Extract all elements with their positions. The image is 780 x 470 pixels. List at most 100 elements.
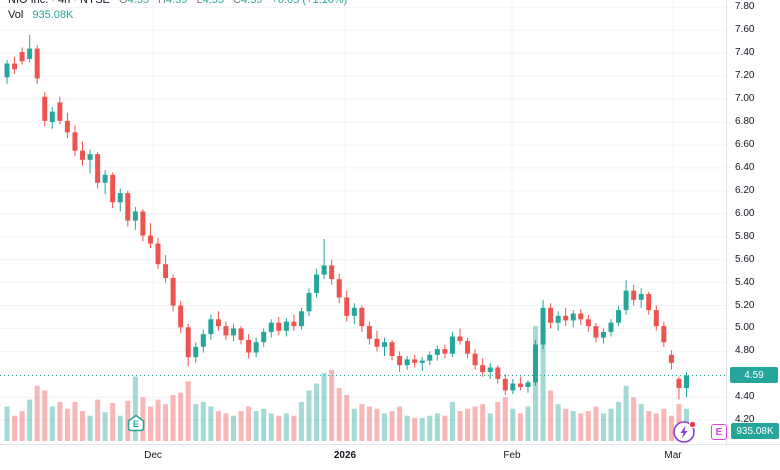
volume-bar[interactable] bbox=[34, 385, 40, 441]
candle-body[interactable] bbox=[374, 338, 380, 347]
candle-body[interactable] bbox=[646, 294, 652, 311]
candle-body[interactable] bbox=[389, 342, 395, 356]
volume-bar[interactable] bbox=[653, 413, 659, 441]
symbol-title[interactable]: NIO Inc. bbox=[8, 0, 49, 6]
volume-bar[interactable] bbox=[298, 401, 304, 441]
candle-body[interactable] bbox=[42, 96, 48, 121]
volume-bar[interactable] bbox=[336, 388, 342, 441]
candle-body[interactable] bbox=[4, 63, 10, 78]
volume-bar[interactable] bbox=[87, 415, 93, 441]
candle-body[interactable] bbox=[585, 319, 591, 327]
volume-bar[interactable] bbox=[4, 406, 10, 442]
volume-bar[interactable] bbox=[570, 411, 576, 441]
candle-body[interactable] bbox=[132, 211, 138, 221]
candle-body[interactable] bbox=[276, 322, 282, 331]
volume-bar[interactable] bbox=[223, 413, 229, 441]
volume-bar[interactable] bbox=[487, 413, 493, 441]
volume-bar[interactable] bbox=[102, 412, 108, 441]
volume-bar[interactable] bbox=[178, 392, 184, 441]
candle-body[interactable] bbox=[684, 375, 689, 389]
candle-body[interactable] bbox=[434, 349, 440, 355]
volume-bar[interactable] bbox=[110, 403, 116, 441]
candle-body[interactable] bbox=[306, 292, 312, 312]
candle-body[interactable] bbox=[359, 307, 365, 327]
volume-bar[interactable] bbox=[646, 411, 652, 441]
candle-body[interactable] bbox=[80, 150, 85, 160]
candle-body[interactable] bbox=[238, 328, 244, 340]
candle-body[interactable] bbox=[163, 264, 169, 278]
volume-bar[interactable] bbox=[555, 404, 561, 441]
volume-bar[interactable] bbox=[638, 404, 644, 441]
volume-bar[interactable] bbox=[170, 395, 176, 441]
candle-body[interactable] bbox=[170, 277, 176, 306]
volume-bar[interactable] bbox=[465, 408, 471, 441]
candle-body[interactable] bbox=[404, 359, 410, 366]
candle-body[interactable] bbox=[125, 193, 131, 221]
volume-bar[interactable] bbox=[231, 415, 236, 441]
volume-bar[interactable] bbox=[95, 399, 101, 441]
candle-body[interactable] bbox=[465, 341, 471, 354]
candle-body[interactable] bbox=[427, 354, 433, 361]
candle-body[interactable] bbox=[261, 331, 267, 343]
volume-bar[interactable] bbox=[253, 411, 259, 441]
volume-bar[interactable] bbox=[64, 408, 70, 441]
candle-body[interactable] bbox=[208, 319, 214, 335]
volume-bar[interactable] bbox=[434, 413, 440, 441]
volume-bar[interactable] bbox=[600, 413, 606, 441]
candle-body[interactable] bbox=[449, 336, 455, 354]
volume-bar[interactable] bbox=[57, 401, 63, 441]
candle-body[interactable] bbox=[178, 305, 184, 328]
candle-body[interactable] bbox=[223, 326, 229, 336]
time-axis[interactable]: Dec 2026 Feb Mar bbox=[0, 444, 780, 470]
volume-bar[interactable] bbox=[457, 411, 463, 441]
volume-bar[interactable] bbox=[668, 415, 674, 441]
volume-bar[interactable] bbox=[291, 415, 297, 441]
candle-body[interactable] bbox=[27, 48, 33, 59]
volume-bar[interactable] bbox=[616, 401, 622, 441]
volume-bar[interactable] bbox=[314, 383, 320, 442]
volume-bar[interactable] bbox=[351, 408, 357, 441]
candle-body[interactable] bbox=[661, 326, 667, 343]
candle-body[interactable] bbox=[517, 383, 523, 387]
volume-bar[interactable] bbox=[329, 369, 335, 441]
candle-body[interactable] bbox=[283, 321, 289, 331]
candle-body[interactable] bbox=[193, 346, 199, 358]
candle-body[interactable] bbox=[616, 310, 622, 323]
candle-body[interactable] bbox=[419, 360, 425, 363]
volume-bar[interactable] bbox=[147, 406, 153, 442]
candle-body[interactable] bbox=[117, 193, 123, 203]
candle-body[interactable] bbox=[487, 367, 493, 373]
volume-bar[interactable] bbox=[585, 411, 591, 441]
volume-bar[interactable] bbox=[80, 411, 85, 441]
candle-body[interactable] bbox=[87, 154, 93, 160]
candle-body[interactable] bbox=[480, 365, 486, 373]
candle-body[interactable] bbox=[19, 52, 25, 62]
candle-body[interactable] bbox=[510, 383, 516, 391]
candle-body[interactable] bbox=[12, 63, 18, 70]
candle-body[interactable] bbox=[555, 315, 561, 323]
volume-bar[interactable] bbox=[548, 390, 554, 441]
volume-bar[interactable] bbox=[208, 406, 214, 442]
volume-bar[interactable] bbox=[193, 404, 199, 441]
volume-bar[interactable] bbox=[404, 415, 410, 441]
volume-bar[interactable] bbox=[27, 399, 33, 441]
volume-bar[interactable] bbox=[42, 390, 48, 441]
volume-bar[interactable] bbox=[442, 415, 448, 441]
candle-body[interactable] bbox=[495, 367, 501, 379]
candle-body[interactable] bbox=[215, 319, 221, 327]
volume-bar[interactable] bbox=[246, 406, 252, 442]
candle-body[interactable] bbox=[314, 274, 320, 293]
volume-bar[interactable] bbox=[578, 413, 584, 441]
volume-bar[interactable] bbox=[268, 413, 274, 441]
volume-bar[interactable] bbox=[540, 330, 546, 441]
candle-body[interactable] bbox=[268, 322, 274, 332]
volume-bar[interactable] bbox=[19, 411, 25, 441]
candle-body[interactable] bbox=[344, 297, 350, 316]
candle-body[interactable] bbox=[72, 132, 78, 151]
earnings-marker-icon[interactable]: E bbox=[126, 414, 146, 433]
candle-body[interactable] bbox=[351, 307, 357, 316]
candle-body[interactable] bbox=[200, 334, 206, 347]
volume-bar[interactable] bbox=[374, 408, 380, 441]
volume-bar[interactable] bbox=[510, 408, 516, 441]
